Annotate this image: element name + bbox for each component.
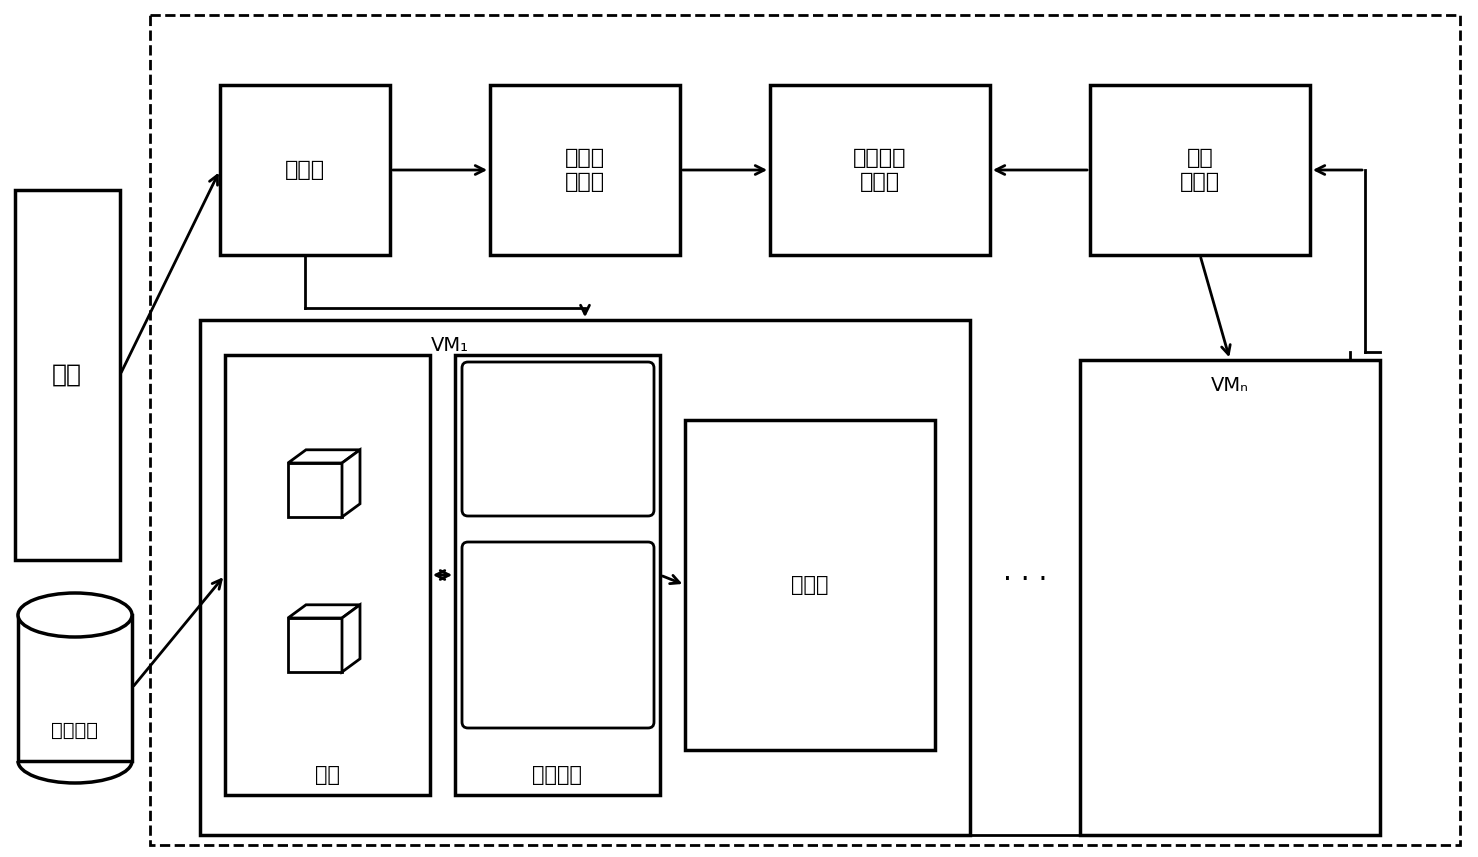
Bar — [684, 420, 936, 750]
Bar — [18, 615, 132, 761]
Polygon shape — [288, 450, 361, 463]
Bar — [200, 320, 970, 835]
Text: 元数据
管理器: 元数据 管理器 — [565, 148, 605, 192]
Text: VM₁: VM₁ — [432, 335, 469, 355]
Polygon shape — [288, 463, 341, 517]
Polygon shape — [288, 618, 341, 672]
Bar — [770, 85, 990, 255]
FancyBboxPatch shape — [463, 362, 653, 516]
Text: 镜像: 镜像 — [315, 765, 340, 785]
Text: 管理器: 管理器 — [791, 575, 829, 595]
Bar — [491, 85, 680, 255]
Bar — [225, 355, 430, 795]
Bar — [455, 355, 661, 795]
Bar — [15, 190, 120, 560]
Text: VMₙ: VMₙ — [1210, 375, 1249, 394]
Text: 负载估算
选择器: 负载估算 选择器 — [853, 148, 906, 192]
Bar — [1080, 360, 1380, 835]
Polygon shape — [288, 605, 361, 618]
Polygon shape — [341, 450, 361, 517]
Ellipse shape — [18, 593, 132, 637]
Polygon shape — [341, 605, 361, 672]
Bar — [220, 85, 390, 255]
Text: 镜像仓库: 镜像仓库 — [52, 721, 99, 740]
Text: · · ·: · · · — [1002, 566, 1048, 594]
Text: 用户: 用户 — [52, 363, 81, 387]
Text: 函数容器: 函数容器 — [532, 765, 582, 785]
FancyBboxPatch shape — [463, 542, 653, 728]
Bar — [1089, 85, 1310, 255]
Text: 负载
监控器: 负载 监控器 — [1179, 148, 1219, 192]
Text: 调度器: 调度器 — [285, 160, 325, 180]
Bar — [149, 15, 1460, 845]
